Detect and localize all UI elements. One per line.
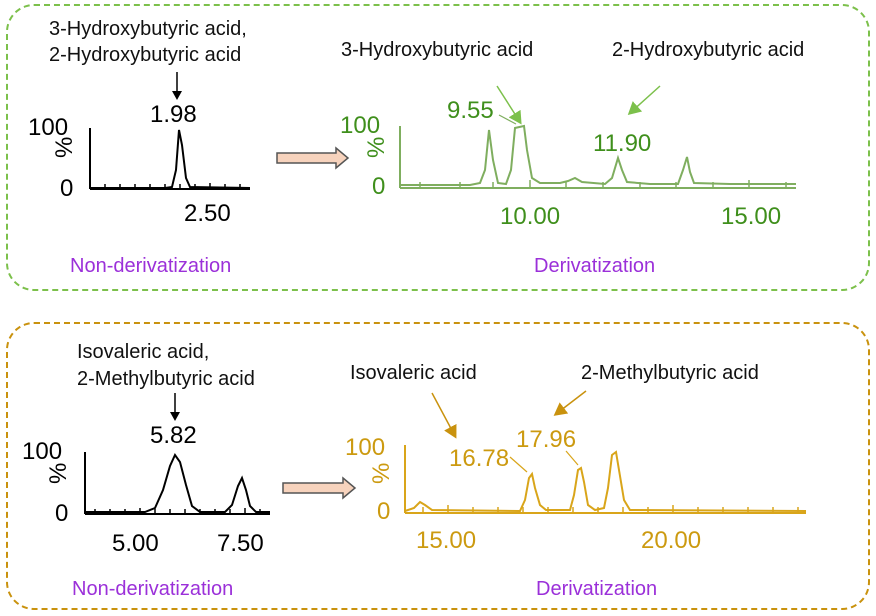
p2-left-x-tick-2: 7.50 <box>217 530 264 557</box>
p1-right-x-tick-1: 10.00 <box>500 203 561 230</box>
p1-right-caption: Derivatization <box>534 255 656 277</box>
p2-right-peak-a: 16.78 <box>449 445 510 472</box>
p2-right-trace <box>404 450 807 513</box>
p1-left-x-tick: 2.50 <box>184 200 231 227</box>
p1-left-y-bottom: 0 <box>60 175 74 202</box>
p1-right-trace <box>400 124 796 186</box>
p2-block-arrow <box>282 476 357 500</box>
p1-right-x-tick-2: 15.00 <box>721 203 782 230</box>
p1-left-caption: Non-derivatization <box>70 255 232 277</box>
p2-right-ticks <box>422 505 799 513</box>
p1-left-label-line1: 3-Hydroxybutyric acid, <box>49 18 247 40</box>
p1-left-plot <box>89 72 251 190</box>
p2-right-label-b: 2-Methylbutyric acid <box>581 362 759 384</box>
p2-right-caption: Derivatization <box>536 578 658 600</box>
p2-right-y-top: 100 <box>345 434 386 461</box>
p2-left-y-unit: % <box>45 462 72 484</box>
p2-right-label-a: Isovaleric acid <box>350 362 477 384</box>
p2-left-trace <box>85 453 270 513</box>
p2-right-peak-b: 17.96 <box>516 426 577 453</box>
p2-right-arrow-a <box>431 392 457 439</box>
p2-right-leader-b <box>565 450 579 466</box>
p1-right-y-bottom: 0 <box>372 173 386 200</box>
p1-right-label-a: 3-Hydroxybutyric acid <box>341 39 534 61</box>
p1-left-y-top: 100 <box>28 114 69 141</box>
p2-right-arrow-b <box>553 390 587 416</box>
p2-right-leader-a <box>509 456 528 473</box>
p2-right-plot <box>404 390 807 514</box>
p2-left-plot <box>84 393 270 515</box>
p2-right-y-unit: % <box>368 462 395 484</box>
p2-left-x-tick-1: 5.00 <box>112 530 159 557</box>
p1-left-trace <box>90 129 251 189</box>
p2-left-label-line1: Isovaleric acid, <box>77 341 210 363</box>
p1-right-arrow-b <box>627 85 661 116</box>
p1-left-y-unit: % <box>51 136 78 158</box>
p2-right-y-bottom: 0 <box>377 498 391 525</box>
p1-right-peak-a: 9.55 <box>447 97 494 124</box>
p1-right-leader-a <box>498 114 517 125</box>
panel-methylbutyric <box>6 322 870 610</box>
p2-left-y-top: 100 <box>22 438 63 465</box>
p2-left-peak-label: 5.82 <box>150 422 197 449</box>
panel-hydroxybutyric <box>6 4 870 291</box>
p1-right-y-top: 100 <box>340 112 381 139</box>
p1-left-peak-label: 1.98 <box>150 101 197 128</box>
p1-block-arrow <box>276 146 350 170</box>
p2-right-x-tick-1: 15.00 <box>416 527 477 554</box>
p2-right-x-tick-2: 20.00 <box>641 527 702 554</box>
p2-left-caption: Non-derivatization <box>72 578 234 600</box>
p1-right-plot <box>399 85 796 189</box>
p1-right-y-unit: % <box>363 136 390 158</box>
p1-right-peak-b: 11.90 <box>593 130 652 157</box>
p1-right-label-b: 2-Hydroxybutyric acid <box>612 39 805 61</box>
p1-right-arrow-a <box>496 85 522 125</box>
p1-left-label-line2: 2-Hydroxybutyric acid <box>49 44 242 66</box>
p2-left-y-bottom: 0 <box>55 500 69 527</box>
p2-left-label-line2: 2-Methylbutyric acid <box>77 368 255 390</box>
